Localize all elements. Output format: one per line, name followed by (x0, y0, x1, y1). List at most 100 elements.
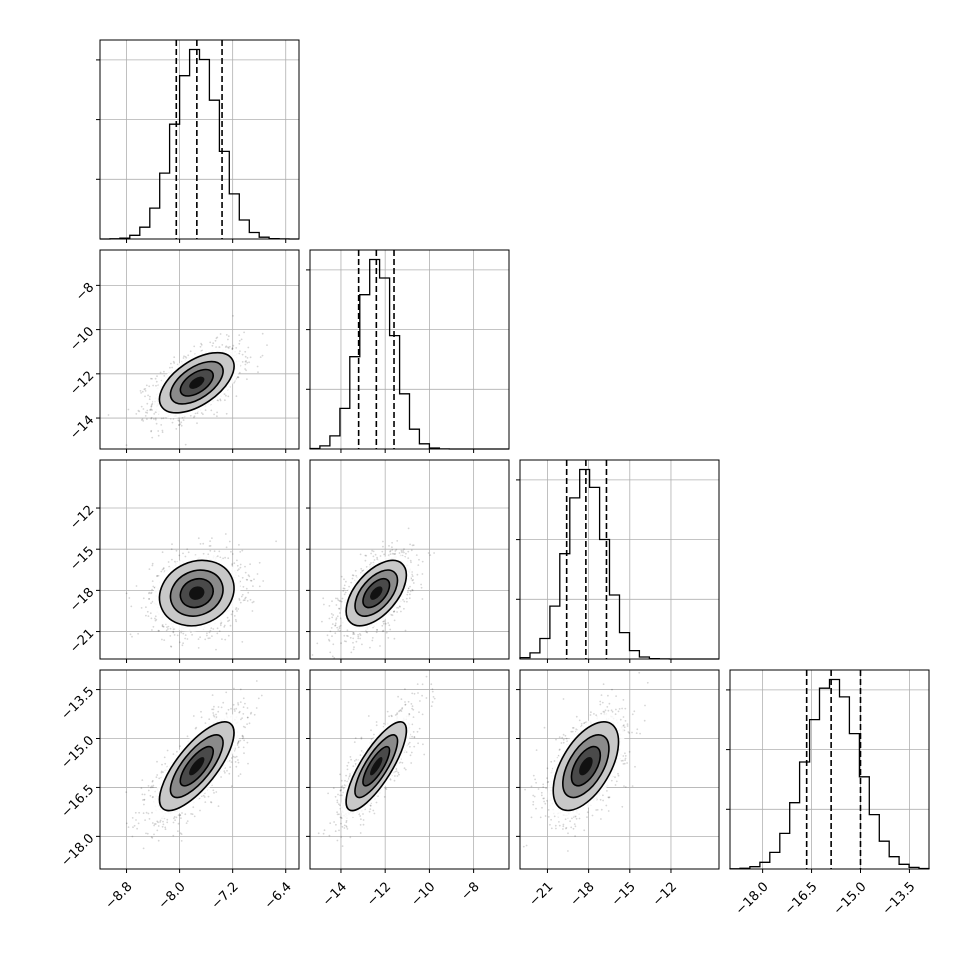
sample-point (163, 756, 166, 759)
sample-point (409, 585, 411, 588)
sample-point (142, 408, 145, 410)
sample-point (162, 771, 164, 773)
sample-point (244, 360, 247, 363)
sample-point (244, 702, 246, 705)
sample-point (404, 629, 407, 632)
sample-point (220, 706, 223, 709)
sample-point (410, 561, 412, 564)
sample-point (174, 819, 177, 822)
sample-point (162, 625, 165, 628)
sample-point (393, 611, 395, 613)
sample-point (178, 420, 181, 422)
sample-point (138, 811, 141, 814)
sample-point (145, 832, 147, 835)
sample-point (384, 622, 387, 625)
sample-point (169, 366, 171, 369)
sample-point (155, 776, 158, 779)
sample-point (161, 551, 164, 554)
sample-point (204, 801, 207, 803)
sample-point (352, 648, 355, 651)
histogram-step-0 (100, 48, 299, 240)
sample-point (411, 575, 414, 577)
sample-point (398, 605, 401, 608)
sample-point (371, 549, 373, 552)
sample-point (364, 559, 367, 562)
sample-point (214, 339, 217, 342)
sample-point (162, 820, 164, 823)
sample-point (391, 614, 394, 617)
sample-point (180, 817, 182, 819)
sample-point (383, 553, 385, 556)
sample-point (219, 333, 222, 335)
sample-point (227, 335, 230, 338)
sample-point (406, 593, 409, 596)
sample-point (371, 637, 374, 639)
panel-background (100, 250, 299, 449)
sample-point (193, 416, 195, 419)
sample-point (166, 626, 168, 628)
sample-point (352, 574, 355, 577)
sample-point (373, 559, 376, 561)
sample-point (140, 419, 143, 421)
sample-point (150, 416, 153, 419)
sample-point (200, 716, 203, 719)
sample-point (227, 346, 229, 349)
sample-point (253, 578, 255, 581)
sample-point (332, 614, 335, 616)
sample-point (156, 760, 158, 763)
sample-point (151, 588, 154, 591)
sample-point (200, 342, 203, 345)
sample-point (238, 352, 241, 355)
sample-point (245, 578, 248, 581)
sample-point (330, 613, 333, 615)
sample-point (394, 550, 397, 552)
sample-point (149, 409, 151, 411)
sample-point (342, 587, 345, 590)
sample-point (199, 636, 202, 639)
density-group (311, 527, 435, 659)
sample-point (154, 619, 157, 622)
sample-point (328, 638, 330, 641)
sample-point (353, 633, 356, 635)
sample-point (224, 556, 227, 559)
sample-point (350, 581, 353, 584)
sample-point (409, 543, 411, 546)
sample-point (160, 417, 163, 420)
sample-point (183, 355, 185, 358)
sample-point (335, 604, 338, 606)
sample-point (151, 562, 154, 565)
sample-point (150, 430, 153, 433)
sample-point (381, 630, 384, 633)
sample-point (160, 770, 163, 773)
sample-point (219, 624, 222, 627)
sample-point (225, 334, 228, 336)
sample-point (210, 409, 213, 412)
sample-point (172, 630, 175, 633)
sample-point (236, 564, 239, 567)
sample-point (156, 575, 158, 578)
sample-point (150, 592, 152, 595)
sample-point (187, 551, 190, 554)
sample-point (224, 771, 226, 774)
sample-point (213, 715, 216, 718)
sample-point (407, 591, 409, 593)
panel-frame (99, 39, 300, 240)
sample-point (180, 421, 183, 424)
sample-point (160, 570, 163, 573)
sample-point (233, 687, 235, 690)
sample-point (328, 605, 331, 607)
sample-point (184, 555, 187, 558)
sample-point (209, 341, 212, 344)
sample-point (331, 635, 333, 638)
sample-point (191, 813, 194, 816)
sample-point (237, 608, 240, 610)
sample-point (216, 411, 219, 414)
sample-point (164, 828, 167, 831)
sample-point (227, 557, 230, 560)
sample-point (169, 635, 172, 637)
sample-point (163, 639, 166, 641)
sample-point (141, 418, 144, 420)
sample-point (237, 376, 240, 379)
sample-point (199, 345, 202, 348)
panel-frame (99, 249, 300, 450)
